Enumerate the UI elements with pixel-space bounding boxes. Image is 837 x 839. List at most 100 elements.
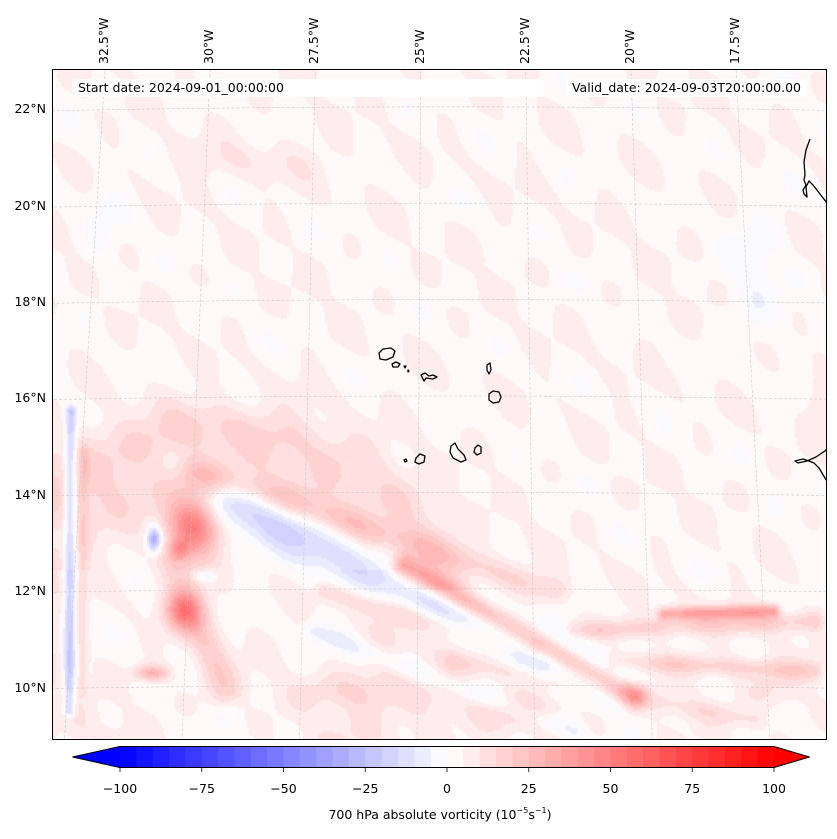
colorbar-segment (512, 746, 530, 768)
meridian-gridline (630, 70, 653, 739)
colorbar-title: 700 hPa absolute vorticity (10−5s−1) (0, 806, 837, 823)
colorbar-tick-label: −25 (352, 781, 379, 796)
colorbar-tick-label: 50 (602, 781, 619, 796)
colorbar-tick-label: 25 (520, 781, 537, 796)
colorbar-segment (675, 746, 693, 768)
island-sao-vicente (391, 361, 401, 368)
colorbar-title-main: 700 hPa absolute vorticity (10 (328, 807, 517, 822)
meridian-gridline (416, 70, 421, 739)
colorbar-segment (169, 746, 186, 768)
colorbar-segment (724, 746, 742, 768)
colorbar-tick-label: 75 (684, 781, 701, 796)
colorbar-tick-label: −50 (270, 781, 297, 796)
colorbar-segment (234, 746, 252, 768)
colorbar-segment (136, 746, 154, 768)
latitude-label: 22°N (14, 101, 46, 117)
colorbar-tick-label: 100 (762, 781, 786, 796)
vorticity-field (53, 70, 826, 739)
colorbar-segment (757, 746, 775, 768)
island-santo-antao (378, 347, 396, 361)
longitude-label: 30°W (201, 29, 217, 64)
colorbar-segment (381, 746, 399, 768)
colorbar-segment (218, 746, 236, 768)
colorbar-segment (447, 746, 464, 768)
latitude-label: 12°N (14, 583, 46, 599)
island-ilheu (407, 369, 410, 373)
colorbar-segment (283, 746, 301, 768)
colorbar-segments (120, 746, 775, 768)
valid-date-label: Valid_date: 2024-09-03T20:00:00.00 (565, 79, 807, 97)
island-santiago (449, 442, 467, 463)
colorbar-segment (316, 746, 334, 768)
colorbar-segment (267, 746, 285, 768)
colorbar-segment (610, 746, 628, 768)
latitude-label: 18°N (14, 294, 46, 310)
latitude-label: 20°N (14, 197, 46, 213)
colorbar-tick-label: 0 (443, 781, 451, 796)
colorbar-segment (496, 746, 513, 768)
latitude-label: 10°N (14, 679, 46, 695)
colorbar-segment (152, 746, 170, 768)
colorbar-segment (561, 746, 579, 768)
colorbar-segment (594, 746, 612, 768)
colorbar-segment (414, 746, 432, 768)
africa-coast-north (794, 138, 826, 481)
parallel-gridline (53, 106, 826, 112)
latitude-label: 16°N (14, 390, 46, 406)
meridian-gridline (64, 70, 106, 739)
colorbar-segment (348, 746, 366, 768)
longitude-label: 32.5°W (96, 17, 112, 64)
colorbar-title-unit: s (528, 807, 535, 822)
coastlines (378, 138, 826, 481)
colorbar (72, 746, 810, 772)
parallel-gridline (53, 395, 826, 400)
colorbar-segment (299, 746, 317, 768)
island-fogo (414, 453, 426, 465)
island-sao-nicolau (420, 372, 438, 382)
graticule (53, 70, 826, 739)
map-axes[interactable]: Start date: 2024-09-01_00:00:00 Valid_da… (52, 69, 827, 740)
island-boa-vista (488, 390, 502, 404)
colorbar-tick-label: −100 (102, 781, 138, 796)
colorbar-segment (201, 746, 219, 768)
colorbar-segment (479, 746, 497, 768)
parallel-gridline (53, 202, 826, 208)
colorbar-segment (463, 746, 481, 768)
colorbar-segment (332, 746, 350, 768)
meridian-gridline (735, 70, 771, 739)
colorbar-segment (741, 746, 759, 768)
colorbar-segment (365, 746, 383, 768)
colorbar-title-exponent-2: −1 (534, 806, 547, 815)
start-date-label: Start date: 2024-09-01_00:00:00 (72, 79, 544, 97)
island-brava (403, 458, 408, 463)
latitude-label: 14°N (14, 486, 46, 502)
colorbar-segment (250, 746, 268, 768)
parallel-gridline (53, 684, 826, 689)
meridian-gridline (299, 70, 316, 739)
parallel-gridline (53, 492, 826, 497)
meridian-gridline (181, 70, 211, 739)
colorbar-extend-high (774, 746, 810, 768)
colorbar-segment (692, 746, 710, 768)
colorbar-segment (397, 746, 415, 768)
colorbar-extend-low (72, 746, 120, 768)
colorbar-title-end: ) (546, 807, 552, 822)
colorbar-tick-label: −75 (188, 781, 215, 796)
longitude-label: 22.5°W (516, 17, 532, 64)
colorbar-segment (577, 746, 595, 768)
longitude-label: 20°W (621, 29, 637, 64)
colorbar-segment (185, 746, 203, 768)
colorbar-segment (659, 746, 677, 768)
colorbar-ticks (119, 768, 775, 772)
longitude-label: 27.5°W (306, 17, 322, 64)
parallel-gridline (53, 588, 826, 593)
parallel-gridline (53, 299, 826, 304)
colorbar-segment (643, 746, 661, 768)
island-maio (473, 444, 482, 456)
colorbar-outline (72, 746, 810, 768)
colorbar-segment (430, 746, 448, 768)
colorbar-segment (120, 746, 137, 768)
colorbar-segment (708, 746, 726, 768)
longitude-label: 17.5°W (727, 17, 743, 64)
